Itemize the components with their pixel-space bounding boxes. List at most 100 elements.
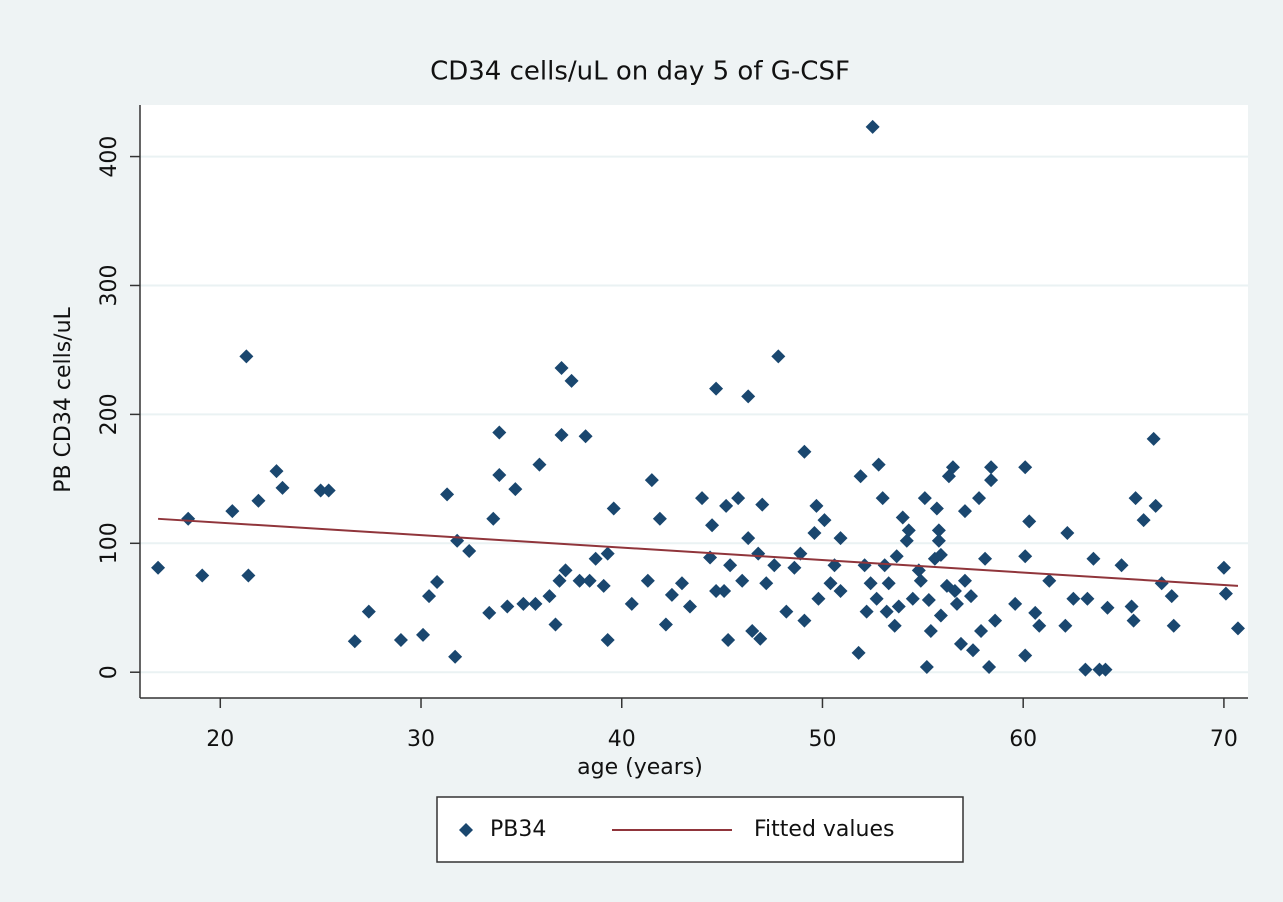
scatter-point	[1060, 525, 1075, 540]
scatter-point	[600, 546, 615, 561]
scatter-point	[422, 589, 437, 604]
scatter-point	[863, 576, 878, 591]
scatter-point	[195, 568, 210, 583]
scatter-point	[658, 617, 673, 632]
scatter-point	[901, 523, 916, 538]
scatter-point	[624, 596, 639, 611]
scatter-point	[899, 533, 914, 548]
scatter-point	[1022, 514, 1037, 529]
scatter-point	[588, 551, 603, 566]
y-tick-label: 400	[97, 136, 122, 178]
scatter-point	[1146, 431, 1161, 446]
scatter-point	[558, 563, 573, 578]
scatter-point	[582, 573, 597, 588]
scatter-point	[430, 574, 445, 589]
scatter-point	[500, 599, 515, 614]
scatter-point	[964, 589, 978, 604]
x-tick-label: 40	[608, 727, 636, 752]
scatter-point	[1154, 576, 1169, 591]
scatter-point	[1066, 591, 1081, 606]
scatter-point	[448, 649, 463, 664]
scatter-point	[225, 504, 240, 519]
scatter-point	[440, 487, 455, 502]
scatter-point	[741, 531, 756, 546]
scatter-point	[953, 636, 968, 651]
scatter-point	[913, 573, 928, 588]
scatter-point	[640, 573, 655, 588]
scatter-point	[923, 623, 938, 638]
scatter-point	[889, 549, 904, 564]
scatter-point	[807, 525, 822, 540]
scatter-point	[823, 576, 838, 591]
scatter-point	[871, 457, 886, 472]
scatter-point	[416, 627, 431, 642]
y-axis-label: PB CD34 cells/uL	[51, 306, 76, 492]
scatter-point	[721, 632, 736, 647]
scatter-point	[793, 546, 808, 561]
x-tick-label: 70	[1210, 727, 1238, 752]
scatter-point	[877, 558, 892, 573]
legend-marker	[459, 823, 473, 837]
scatter-point	[269, 464, 284, 479]
scatter-point	[931, 523, 946, 538]
scatter-point	[528, 596, 543, 611]
scatter-point	[891, 599, 906, 614]
scatter-point	[606, 501, 621, 516]
scatter-point	[564, 373, 579, 388]
scatter-point	[771, 349, 786, 364]
x-tick-label: 30	[407, 727, 435, 752]
scatter-point	[1218, 586, 1233, 601]
scatter-point	[1018, 460, 1033, 475]
scatter-point	[241, 568, 256, 583]
scatter-point	[717, 584, 732, 599]
x-tick-label: 20	[206, 727, 234, 752]
scatter-point	[755, 497, 770, 512]
scatter-point	[486, 511, 501, 526]
scatter-point	[972, 491, 987, 506]
scatter-point	[552, 573, 567, 588]
scatter-point	[735, 573, 750, 588]
scatter-point	[859, 604, 874, 619]
scatter-point	[753, 631, 768, 646]
y-tick-label: 200	[97, 393, 122, 435]
scatter-point	[817, 513, 832, 528]
scatter-point	[933, 547, 948, 562]
scatter-point	[723, 558, 738, 573]
scatter-point	[719, 498, 734, 513]
scatter-point	[797, 613, 812, 628]
scatter-point	[865, 119, 880, 134]
x-axis-label: age (years)	[577, 755, 703, 780]
scatter-point	[321, 483, 336, 498]
scatter-point	[966, 643, 981, 658]
scatter-point	[151, 560, 166, 575]
scatter-point	[251, 493, 266, 508]
scatter-point	[1058, 618, 1073, 633]
scatter-point	[181, 511, 196, 526]
scatter-point	[1098, 662, 1113, 677]
plot-area	[140, 105, 1248, 698]
scatter-point	[1100, 600, 1115, 615]
scatter-point	[957, 504, 972, 519]
scatter-point	[1126, 613, 1141, 628]
scatter-point	[1216, 560, 1231, 575]
scatter-point	[881, 576, 896, 591]
scatter-point	[974, 623, 989, 638]
scatter-point	[933, 608, 948, 623]
scatter-point	[1148, 498, 1163, 513]
scatter-point	[929, 501, 944, 516]
scatter-point	[741, 389, 756, 404]
scatter-point	[869, 591, 884, 606]
scatter-point	[462, 544, 477, 559]
scatter-point	[947, 584, 962, 599]
scatter-point	[705, 518, 720, 533]
scatter-point	[787, 560, 802, 575]
scatter-point	[978, 551, 993, 566]
scatter-point	[1042, 573, 1057, 588]
scatter-point	[984, 473, 999, 488]
scatter-point	[709, 381, 724, 396]
scatter-point	[1028, 605, 1043, 620]
scatter-point	[797, 444, 812, 459]
scatter-point	[695, 491, 710, 506]
scatter-point	[1032, 618, 1047, 633]
